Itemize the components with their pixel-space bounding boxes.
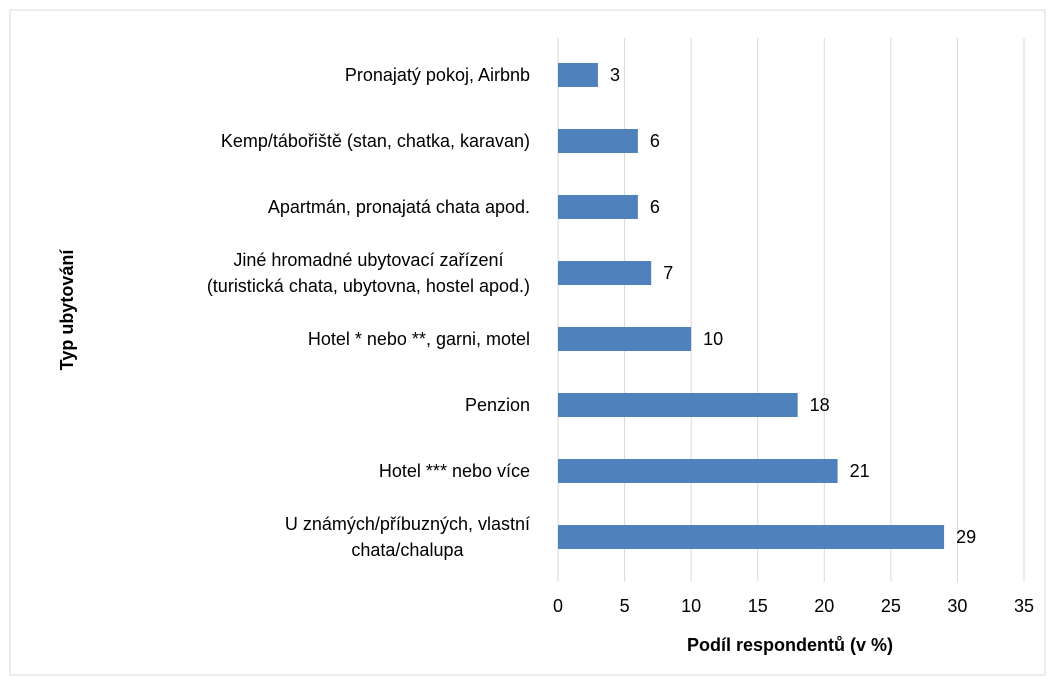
x-tick-label: 15 [748, 596, 768, 616]
x-axis-title: Podíl respondentů (v %) [687, 635, 893, 655]
bar [558, 393, 798, 417]
bar [558, 459, 838, 483]
bar [558, 129, 638, 153]
x-tick-label: 35 [1014, 596, 1034, 616]
x-tick-label: 30 [947, 596, 967, 616]
data-label: 6 [650, 197, 660, 217]
y-axis-title: Typ ubytování [57, 249, 77, 371]
x-tick-label: 10 [681, 596, 701, 616]
y-tick-label: Kemp/tábořiště (stan, chatka, karavan) [220, 131, 530, 151]
bar [558, 195, 638, 219]
bar [558, 525, 945, 549]
data-label: 3 [610, 65, 620, 85]
data-label: 29 [956, 527, 976, 547]
chart-frame [9, 9, 1046, 676]
bar [558, 327, 692, 351]
data-label: 21 [850, 461, 870, 481]
y-tick-label: Hotel * nebo **, garni, motel [307, 329, 530, 349]
y-tick-label: Hotel *** nebo více [378, 461, 530, 481]
x-tick-label: 25 [881, 596, 901, 616]
x-tick-label: 5 [620, 596, 630, 616]
data-label: 6 [650, 131, 660, 151]
y-tick-label: Pronajatý pokoj, Airbnb [344, 65, 530, 85]
bar [558, 63, 598, 87]
data-label: 18 [810, 395, 830, 415]
x-tick-label: 0 [553, 596, 563, 616]
x-tick-label: 20 [814, 596, 834, 616]
bar [558, 261, 652, 285]
y-tick-label: Penzion [464, 395, 530, 415]
data-label: 10 [703, 329, 723, 349]
data-label: 7 [663, 263, 673, 283]
y-tick-label: U známých/příbuzných, vlastní chata/chal… [284, 514, 530, 560]
y-tick-label: Apartmán, pronajatá chata apod. [267, 197, 530, 217]
y-tick-label: Jiné hromadné ubytovací zařízení (turist… [206, 250, 530, 296]
